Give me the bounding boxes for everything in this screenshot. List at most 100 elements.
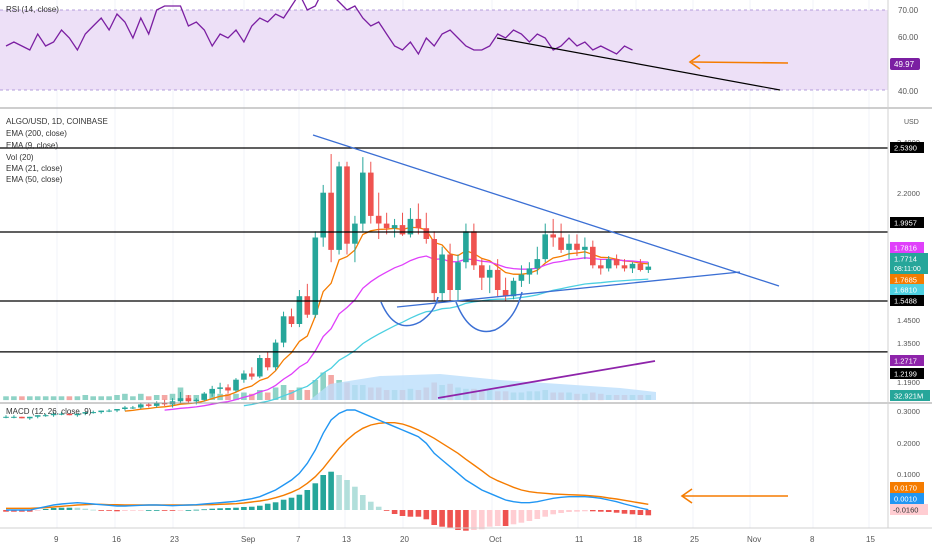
- ema9-value: 1.7685: [894, 276, 917, 285]
- volume-badge: [890, 390, 930, 401]
- level-label-2539: 2.5390: [894, 144, 917, 153]
- price-pane: ALGO/USD, 1D, COINBASE EMA (200, close) …: [0, 117, 888, 420]
- macd-hist-bar: [629, 510, 636, 515]
- candles: [3, 154, 652, 420]
- macd-hist-bar: [336, 475, 342, 510]
- macd-hist-bar: [272, 502, 279, 510]
- x-tick-0: 9: [54, 535, 59, 544]
- macd-hist-bar: [447, 510, 453, 529]
- macd-hist-bar: [550, 510, 556, 515]
- volume-bar: [130, 396, 136, 401]
- macd-hist-bar: [375, 506, 382, 510]
- price-currency: USD: [904, 119, 919, 126]
- candle: [344, 161, 350, 255]
- x-tick-4: 7: [296, 535, 301, 544]
- price-tick-1.19: 1.1900: [897, 378, 920, 387]
- x-tick-8: 11: [575, 535, 584, 544]
- candle: [352, 215, 358, 263]
- ema21-line: [164, 255, 649, 411]
- x-tick-7: Oct: [489, 535, 502, 544]
- time-axis[interactable]: 9 16 23 Sep 7 13 20 Oct 11 18 25 Nov 8 1…: [54, 535, 875, 544]
- candle: [463, 223, 469, 269]
- ema200-badge: [890, 355, 924, 366]
- macd-hist-bar: [264, 503, 271, 510]
- candle: [98, 410, 104, 414]
- candle: [217, 382, 223, 394]
- rsi-scale[interactable]: 70.00 60.00 40.00 49.97: [890, 6, 920, 96]
- candle: [201, 392, 207, 402]
- price-scale[interactable]: USD 2.4000 2.2000 1.4500 1.3500 1.1900 2…: [890, 119, 930, 401]
- horizontal-levels: [0, 147, 888, 353]
- volume-bar: [264, 392, 271, 400]
- candle: [471, 223, 477, 270]
- macd-scale[interactable]: 0.3000 0.2000 0.1000 0.0170 0.0010 -0.01…: [890, 407, 928, 515]
- macd-hist-bar: [34, 510, 41, 511]
- volume-bar: [50, 396, 57, 401]
- candle: [479, 259, 485, 291]
- candle: [431, 231, 437, 301]
- candle: [233, 378, 239, 393]
- rsi-tick-40: 40.00: [898, 87, 919, 96]
- candle: [320, 184, 326, 247]
- macd-hist-bar: [479, 510, 485, 530]
- volume-bar: [296, 387, 303, 400]
- candle: [629, 262, 636, 274]
- macd-hist-bar: [106, 510, 112, 511]
- candle: [598, 259, 604, 275]
- candle: [566, 234, 572, 260]
- candle: [494, 259, 501, 297]
- rsi-title: RSI (14, close): [6, 5, 59, 14]
- macd-hist-bar: [145, 510, 152, 511]
- macd-tick-0.3: 0.3000: [897, 407, 920, 416]
- macd-hist-bar: [621, 510, 628, 514]
- volume-bar: [58, 396, 65, 401]
- price-tick-1.45: 1.4500: [897, 316, 920, 325]
- rsi-line: [5, 0, 633, 56]
- volume-area: [310, 374, 656, 400]
- candle: [19, 416, 25, 419]
- rsi-tick-70: 70.00: [898, 6, 919, 15]
- macd-hist-bar: [590, 510, 596, 512]
- macd-hist-bar: [613, 510, 620, 513]
- candle: [439, 246, 445, 301]
- macd-hist-bar: [280, 499, 287, 510]
- macd-hist-bar: [598, 510, 604, 512]
- volume-bar: [3, 396, 9, 401]
- volume-bar: [122, 393, 128, 401]
- candle: [415, 203, 422, 235]
- macd-hist-bar: [209, 508, 215, 510]
- macd-hist-bar: [66, 507, 73, 510]
- candle: [153, 401, 160, 408]
- candle: [58, 412, 65, 416]
- volume-bar: [288, 390, 295, 400]
- volume-bar: [304, 390, 311, 400]
- x-tick-11: Nov: [747, 535, 761, 544]
- candle: [42, 413, 49, 417]
- candle: [486, 265, 493, 294]
- candle: [50, 412, 57, 417]
- volume-bar: [257, 390, 263, 400]
- volume-bar: [90, 396, 96, 401]
- ema200-value: 1.2717: [894, 357, 917, 366]
- macd-hist-bar: [463, 510, 469, 531]
- candle: [542, 223, 548, 263]
- macd-hist-bar: [542, 510, 548, 517]
- ema21-value: 1.7816: [894, 244, 917, 253]
- level-badge-19957: [890, 217, 924, 228]
- candle: [534, 246, 541, 275]
- candle: [90, 410, 96, 414]
- hist-value: -0.0160: [893, 506, 918, 515]
- macd-hist-bar: [534, 510, 541, 519]
- candle: [391, 218, 398, 238]
- candle: [582, 237, 588, 260]
- x-tick-6: 20: [400, 535, 409, 544]
- candle: [138, 402, 144, 410]
- macd-hist-bar: [486, 510, 493, 527]
- indicator-ema200: EMA (200, close): [6, 129, 67, 138]
- volume-bar: [272, 387, 279, 400]
- ema50-value: 1.6810: [894, 286, 917, 295]
- rsi-last-badge: [890, 58, 920, 70]
- candle: [177, 392, 184, 403]
- hist-badge: [890, 504, 928, 515]
